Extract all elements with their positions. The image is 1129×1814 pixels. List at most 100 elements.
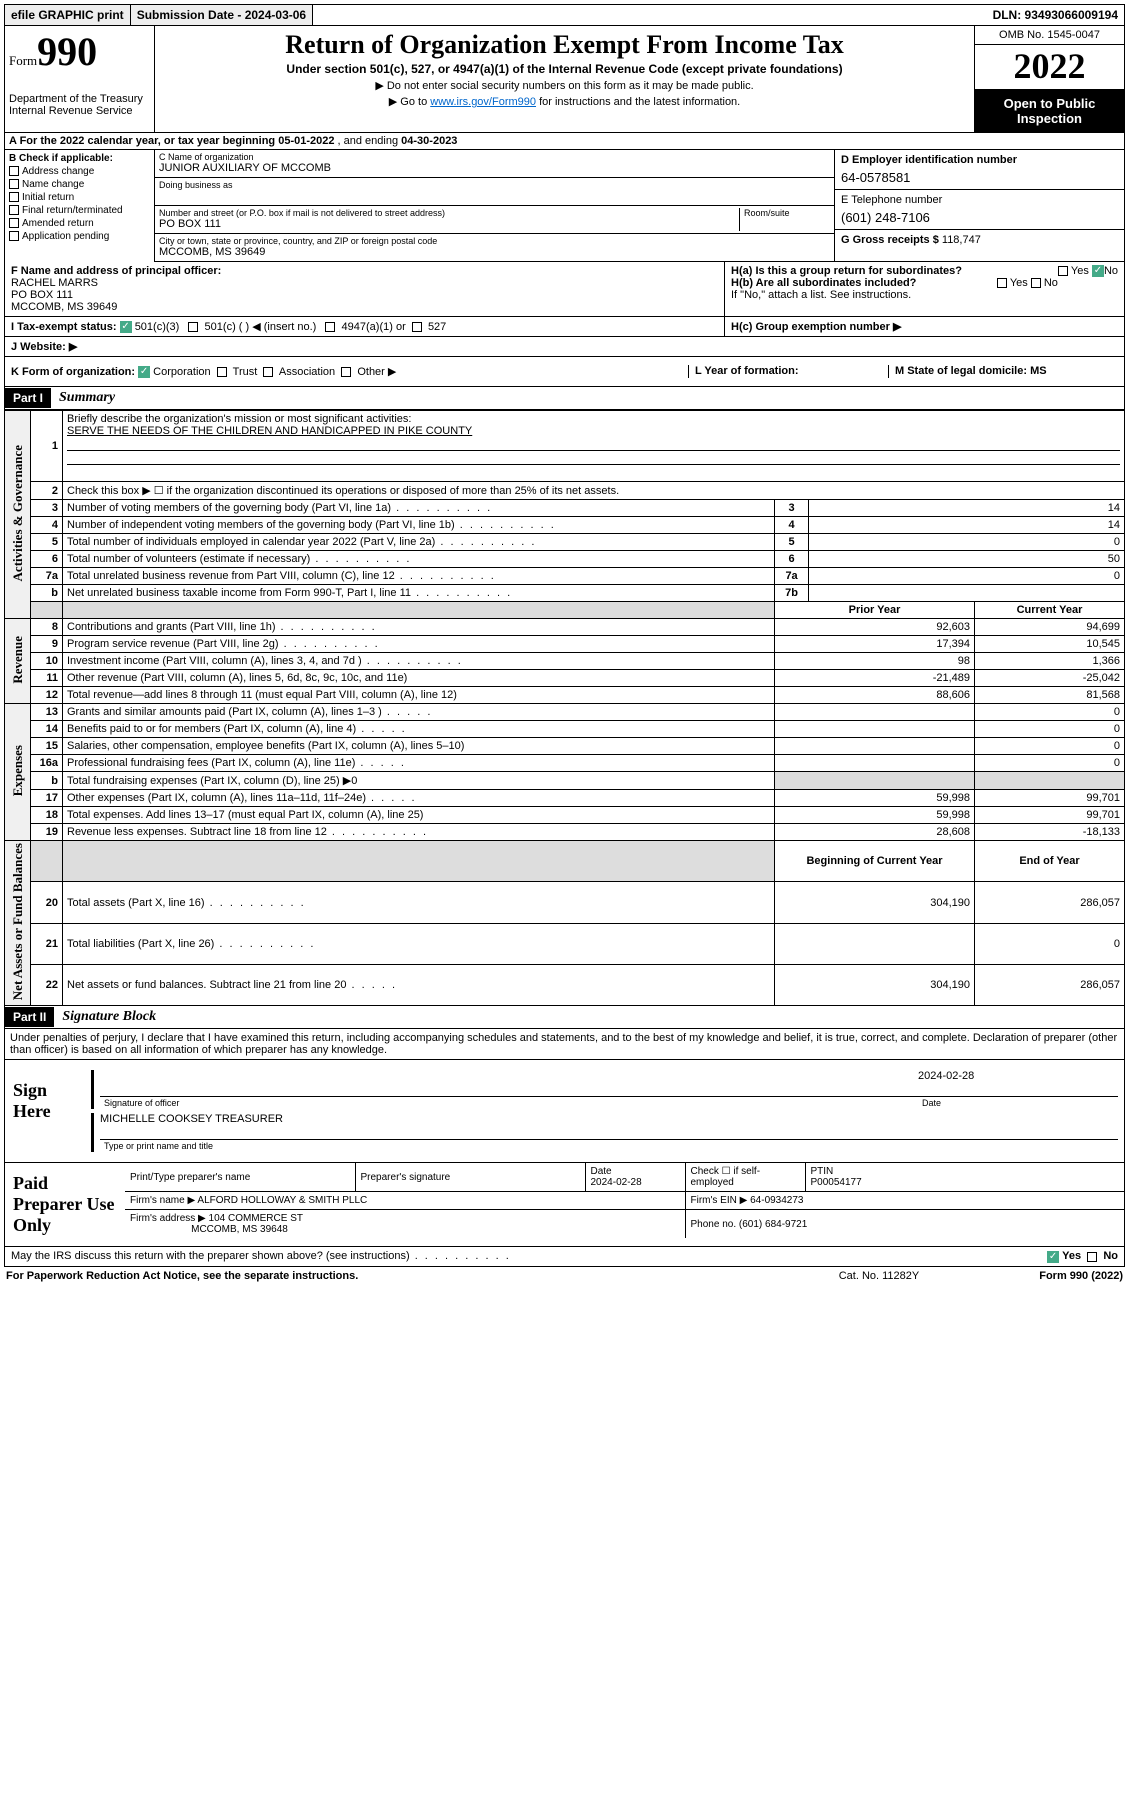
vtab-net-assets: Net Assets or Fund Balances (10, 843, 26, 1000)
j-website-label: J Website: ▶ (11, 341, 77, 353)
ha-label: H(a) Is this a group return for subordin… (731, 265, 962, 277)
cb-hb-no[interactable] (1031, 278, 1041, 288)
k-form-org: K Form of organization: ✓ Corporation Tr… (11, 365, 688, 378)
irs-label: Internal Revenue Service (9, 105, 150, 117)
note2-pre: ▶ Go to (389, 96, 430, 108)
vtab-revenue: Revenue (10, 636, 26, 684)
hb-label: H(b) Are all subordinates included? (731, 277, 916, 289)
cb-ha-no[interactable]: ✓ (1092, 265, 1104, 277)
officer-name: MICHELLE COOKSEY TREASURER (100, 1113, 1118, 1125)
mission-text: SERVE THE NEEDS OF THE CHILDREN AND HAND… (67, 425, 472, 437)
c-addr-label: Number and street (or P.O. box if mail i… (159, 208, 735, 218)
open-to-public: Open to Public Inspection (975, 90, 1124, 132)
dept-treasury: Department of the Treasury (9, 93, 150, 105)
cb-other[interactable] (341, 367, 351, 377)
section-b-checkboxes: B Check if applicable: Address change Na… (5, 150, 155, 262)
g-gross-label: G Gross receipts $ (841, 234, 939, 246)
sign-here-block: Sign Here 2024-02-28 Signature of office… (4, 1060, 1125, 1163)
row-a-tax-year: A For the 2022 calendar year, or tax yea… (4, 133, 1125, 150)
cb-initial-return[interactable] (9, 192, 19, 202)
org-address: PO BOX 111 (159, 218, 735, 230)
form-header: Form990 Department of the Treasury Inter… (4, 26, 1125, 133)
cb-527[interactable] (412, 322, 422, 332)
irs-discuss-q: May the IRS discuss this return with the… (11, 1250, 511, 1262)
val-5: 0 (809, 534, 1125, 551)
cb-501c[interactable] (188, 322, 198, 332)
paid-preparer-label: Paid Preparer Use Only (5, 1163, 125, 1246)
prep-date: 2024-02-28 (591, 1177, 642, 1188)
d-ein-label: D Employer identification number (841, 154, 1017, 166)
note2-post: for instructions and the latest informat… (536, 96, 740, 108)
form-title: Return of Organization Exempt From Incom… (165, 30, 964, 60)
part2-title: Signature Block (54, 1006, 164, 1028)
f-addr1: PO BOX 111 (11, 289, 73, 301)
efile-print-button[interactable]: efile GRAPHIC print (5, 5, 131, 25)
c-name-label: C Name of organization (159, 152, 830, 162)
cb-hb-yes[interactable] (997, 278, 1007, 288)
cb-corp[interactable]: ✓ (138, 366, 150, 378)
hc-label: H(c) Group exemption number ▶ (731, 321, 901, 333)
c-dba-label: Doing business as (159, 180, 830, 190)
val-4: 14 (809, 517, 1125, 534)
cb-501c3[interactable]: ✓ (120, 321, 132, 333)
cb-trust[interactable] (217, 367, 227, 377)
vtab-governance: Activities & Governance (10, 445, 26, 581)
cat-no: Cat. No. 11282Y (839, 1270, 920, 1282)
c-city-label: City or town, state or province, country… (159, 236, 830, 246)
prep-sig-label: Preparer's signature (355, 1163, 585, 1192)
col-prior: Prior Year (775, 602, 975, 619)
val-6: 50 (809, 551, 1125, 568)
c-room-label: Room/suite (744, 208, 830, 218)
part2-header: Part II (5, 1007, 54, 1027)
d-ein: 64-0578581 (841, 170, 1118, 185)
paid-preparer-block: Paid Preparer Use Only Print/Type prepar… (4, 1163, 1125, 1247)
vtab-expenses: Expenses (10, 745, 26, 796)
cb-ha-yes[interactable] (1058, 266, 1068, 276)
rev-8p: 92,603 (775, 619, 975, 636)
org-city: MCCOMB, MS 39649 (159, 246, 830, 258)
tax-year: 2022 (975, 45, 1124, 90)
cb-address-change[interactable] (9, 166, 19, 176)
m-state-domicile: M State of legal domicile: MS (895, 365, 1047, 377)
cb-application-pending[interactable] (9, 231, 19, 241)
cb-4947[interactable] (325, 322, 335, 332)
f-label: F Name and address of principal officer: (11, 265, 221, 277)
submission-date: Submission Date - 2024-03-06 (131, 5, 313, 25)
cb-final-return[interactable] (9, 205, 19, 215)
f-name: RACHEL MARRS (11, 277, 98, 289)
hb-note: If "No," attach a list. See instructions… (731, 289, 1118, 301)
sign-here-label: Sign Here (5, 1060, 85, 1162)
cb-discuss-yes[interactable]: ✓ (1047, 1251, 1059, 1263)
e-phone: (601) 248-7106 (841, 210, 1118, 225)
form-note-1: ▶ Do not enter social security numbers o… (165, 79, 964, 92)
top-bar: efile GRAPHIC print Submission Date - 20… (4, 4, 1125, 26)
prep-name-label: Print/Type preparer's name (125, 1163, 355, 1192)
part1-header: Part I (5, 388, 51, 408)
q1-label: Briefly describe the organization's miss… (67, 413, 411, 425)
i-label: I Tax-exempt status: (11, 321, 117, 333)
col-end: End of Year (975, 841, 1125, 882)
prep-self-employed: Check ☐ if self-employed (685, 1163, 805, 1192)
cb-discuss-no[interactable] (1087, 1252, 1097, 1262)
form990-link[interactable]: www.irs.gov/Form990 (430, 96, 536, 108)
prep-ptin: P00054177 (811, 1177, 862, 1188)
firm-addr: 104 COMMERCE ST (209, 1213, 303, 1224)
firm-name: ALFORD HOLLOWAY & SMITH PLLC (197, 1195, 367, 1206)
cb-amended-return[interactable] (9, 218, 19, 228)
form-footer: Form 990 (2022) (1039, 1270, 1123, 1282)
cb-name-change[interactable] (9, 179, 19, 189)
summary-table: Activities & Governance 1 Briefly descri… (4, 410, 1125, 1006)
cb-assoc[interactable] (263, 367, 273, 377)
col-current: Current Year (975, 602, 1125, 619)
q2-checkbox-note: Check this box ▶ ☐ if the organization d… (63, 482, 1125, 500)
rev-8c: 94,699 (975, 619, 1125, 636)
dln: DLN: 93493066009194 (987, 5, 1124, 25)
paperwork-notice: For Paperwork Reduction Act Notice, see … (6, 1270, 358, 1282)
val-7b (809, 585, 1125, 602)
omb-number: OMB No. 1545-0047 (975, 26, 1124, 45)
sig-date-label: Date (918, 1097, 1118, 1109)
g-gross: 118,747 (942, 234, 981, 246)
val-7a: 0 (809, 568, 1125, 585)
sign-date: 2024-02-28 (918, 1070, 1118, 1082)
part1-title: Summary (51, 387, 123, 409)
